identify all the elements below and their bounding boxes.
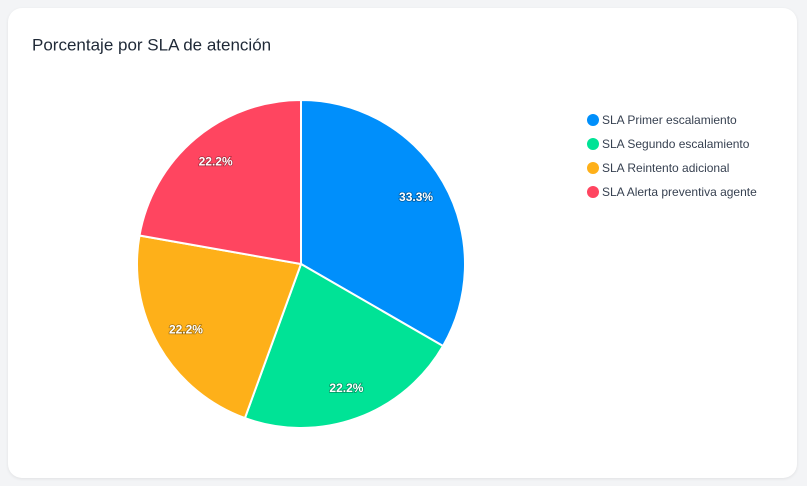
chart-title: Porcentaje por SLA de atención [32, 35, 271, 54]
value-label: 22.2% [199, 154, 233, 168]
legend-marker [587, 186, 599, 198]
legend-label: SLA Alerta preventiva agente [602, 185, 757, 199]
pie-slice [138, 98, 302, 266]
pie-slice [300, 98, 466, 348]
pie-slice [136, 234, 303, 420]
value-label: 22.2% [169, 323, 203, 337]
legend-marker [587, 138, 599, 150]
value-label: 22.2% [329, 381, 363, 395]
legend-marker [587, 114, 599, 126]
value-label: 33.3% [399, 190, 433, 204]
legend-label: SLA Primer escalamiento [602, 113, 737, 127]
legend-label: SLA Reintento adicional [602, 161, 729, 175]
pie-slice [243, 262, 445, 429]
legend-marker [587, 162, 599, 174]
legend-label: SLA Segundo escalamiento [602, 137, 750, 151]
